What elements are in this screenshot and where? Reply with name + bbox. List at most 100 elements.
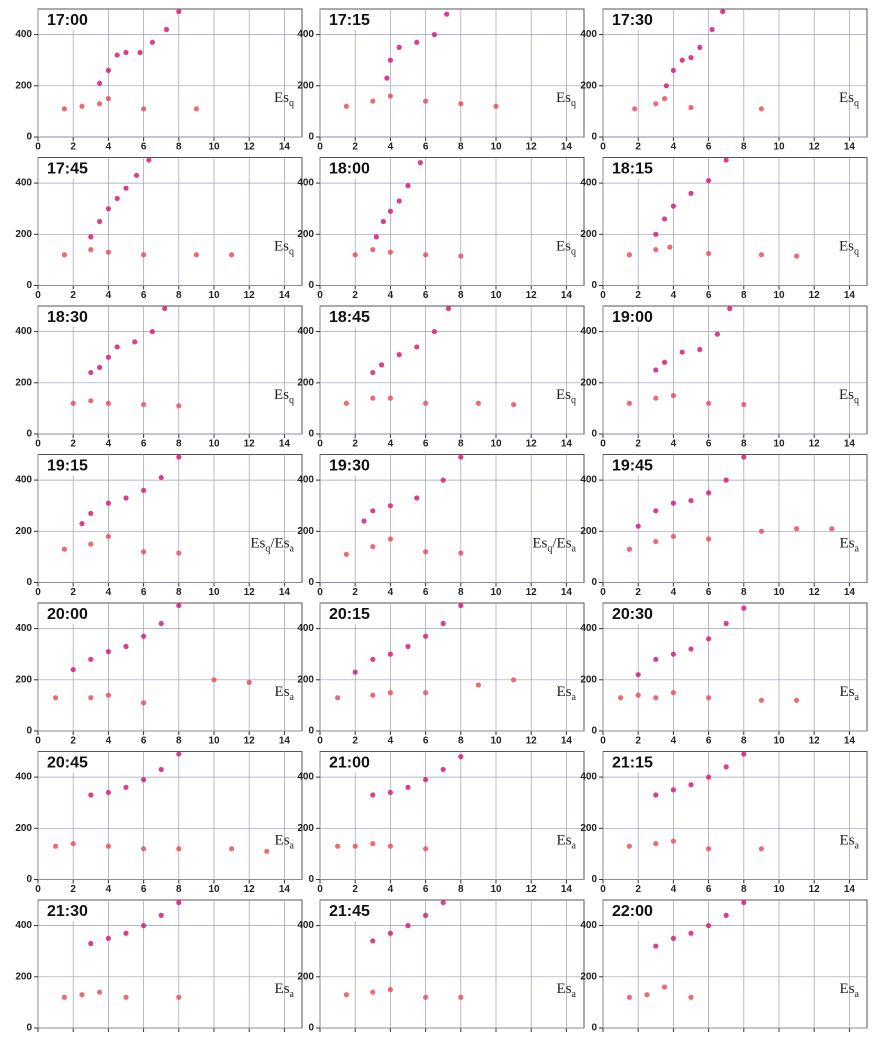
layer-label: Esa [840,536,860,555]
x-tick-label: 14 [279,736,291,747]
trace-point [667,244,673,250]
y-tick-label: 200 [15,526,32,537]
label-part: q [289,247,294,258]
x-tick-label: 0 [35,587,41,598]
label-part: Es [557,536,572,552]
trace-point [670,651,677,657]
trace-point [176,550,182,556]
trace-point [343,551,349,557]
trace-point [635,692,641,698]
label-part: q [289,395,294,406]
y-tick-label: 0 [308,1023,314,1034]
trace-point [423,252,429,258]
x-tick-label: 4 [106,736,112,747]
label-part: Es [840,981,855,997]
trace-point [123,185,129,191]
title-box [40,604,92,624]
trace-point [653,538,659,545]
trace-point [105,249,111,255]
trace-point [79,992,85,998]
trace-point [343,400,349,406]
panel-title: 19:00 [612,309,653,326]
trace-point [246,679,252,685]
trace-point [626,400,633,406]
x-tick-label: 10 [773,439,785,450]
trace-point [653,695,659,701]
trace-point [706,636,712,642]
x-tick-label: 2 [635,736,641,747]
x-tick-label: 14 [561,736,573,747]
trace-point [670,935,677,942]
trace-point [670,67,677,74]
x-tick-label: 2 [70,142,76,153]
panel-title: 20:00 [47,606,88,623]
layer-label: Esa [557,981,577,1000]
y-tick-label: 200 [15,674,32,685]
layer-label: Esq [274,90,294,109]
x-tick-label: 4 [106,587,112,598]
x-tick-label: 2 [70,736,76,747]
trace-point [396,44,402,51]
trace-point [458,602,464,609]
label-part: Es [275,981,290,997]
trace-point [829,526,835,532]
trace-point [626,252,633,258]
label-part: a [855,989,860,1000]
trace-point [158,620,164,627]
x-tick-label: 0 [317,587,323,598]
trace-point [653,101,659,107]
trace-point [723,620,729,627]
trace-point [688,104,694,111]
x-tick-label: 14 [279,142,291,153]
trace-point [626,843,633,849]
x-tick-label: 0 [600,884,606,895]
trace-point [405,923,411,929]
label-part: Es [839,239,854,255]
y-tick-label: 400 [297,772,314,783]
trace-point [193,106,199,112]
title-box [322,752,374,773]
trace-point [635,672,641,678]
layer-label: Esq [274,239,294,258]
x-tick-label: 0 [317,439,323,450]
label-part: Es [556,90,571,106]
plot-area [602,305,868,435]
y-tick-label: 0 [308,577,314,588]
trace-point [387,690,393,696]
y-tick-label: 0 [308,874,314,885]
y-tick-label: 400 [580,178,597,189]
ionogram-panel: 0 2 4 6 8 10 12 14 0 200 400 17:15 Esq [297,8,585,153]
label-part: Es [274,239,289,255]
trace-point [414,39,420,45]
trace-point [653,508,659,514]
plot-area [319,8,585,138]
trace-point [458,454,464,460]
trace-point [61,252,67,258]
label-part: / [270,536,275,552]
panel-title: 18:15 [612,161,653,178]
layer-label: Esq/Esa [532,536,576,555]
x-tick-label: 10 [773,736,785,747]
trace-point [387,930,393,936]
trace-point [352,669,358,675]
x-tick-label: 4 [388,736,394,747]
trace-point [688,930,694,936]
ionogram-panel: 0 2 4 6 8 10 12 14 0 200 400 20:30 Esa [580,602,868,747]
title-box [322,307,374,327]
layer-label: Esa [840,833,860,852]
x-tick-label: 0 [35,439,41,450]
y-tick-label: 0 [591,874,597,885]
trace-point [387,208,393,214]
trace-point [176,846,182,852]
trace-point [97,101,103,107]
x-tick-label: 12 [526,884,538,895]
trace-point [458,550,464,556]
x-tick-label: 4 [671,736,677,747]
ionogram-panel: 0 2 4 6 8 10 12 14 0 200 400 21:00 Esa [297,751,585,895]
label-part: a [572,692,577,703]
trace-point [141,846,147,852]
x-tick-label: 0 [600,142,606,153]
y-tick-label: 0 [591,280,597,291]
trace-point [141,401,147,408]
trace-point [88,792,94,798]
